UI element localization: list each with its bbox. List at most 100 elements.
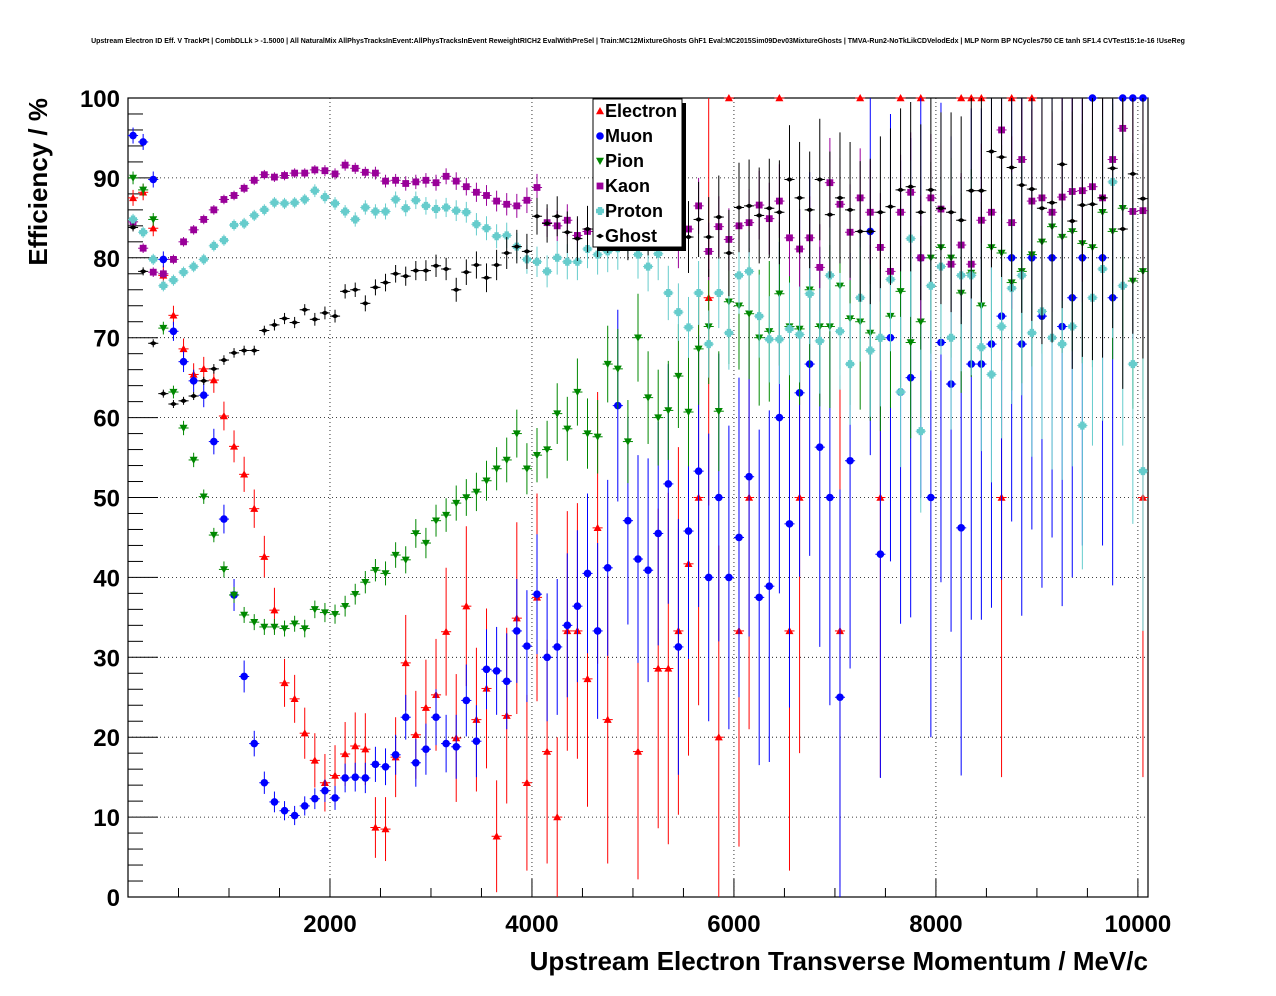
data-point — [169, 327, 178, 336]
data-point — [805, 289, 814, 298]
data-point — [846, 456, 854, 465]
data-point — [876, 209, 885, 215]
data-point — [432, 205, 441, 214]
data-point — [543, 653, 551, 662]
data-point — [492, 667, 501, 675]
data-point — [573, 602, 582, 610]
data-point — [785, 177, 794, 182]
data-point — [169, 311, 178, 319]
data-point — [835, 327, 844, 336]
data-point — [250, 504, 259, 512]
data-point — [351, 287, 360, 293]
data-point — [543, 267, 552, 276]
data-point — [997, 154, 1006, 160]
data-point — [775, 94, 784, 102]
data-point — [250, 739, 259, 748]
y-tick-label: 80 — [93, 246, 120, 273]
data-point — [816, 263, 824, 271]
data-point — [634, 747, 642, 755]
data-point — [310, 186, 319, 195]
data-point — [210, 206, 218, 214]
data-point — [523, 642, 531, 650]
data-point — [310, 316, 319, 322]
data-point — [634, 250, 642, 259]
data-point — [139, 186, 148, 194]
data-point — [553, 213, 562, 219]
data-point — [189, 377, 198, 385]
data-point — [401, 658, 410, 667]
data-point — [199, 378, 208, 384]
data-point — [169, 276, 178, 285]
data-point — [805, 207, 814, 213]
data-point — [240, 219, 249, 228]
data-point — [209, 531, 218, 540]
data-point — [533, 257, 542, 266]
data-point — [159, 270, 167, 278]
legend-label: Ghost — [605, 226, 657, 246]
data-point — [371, 284, 380, 290]
data-point — [674, 643, 683, 651]
data-point — [281, 172, 288, 179]
data-point — [987, 149, 996, 154]
data-point — [462, 494, 471, 502]
data-point — [462, 602, 471, 610]
data-point — [391, 271, 400, 277]
data-point — [462, 183, 470, 191]
data-point — [755, 213, 764, 218]
data-point — [543, 747, 552, 755]
y-tick-label: 10 — [93, 805, 120, 832]
data-point — [382, 177, 389, 185]
data-point — [563, 621, 572, 630]
data-point — [219, 412, 228, 420]
data-point — [230, 591, 239, 599]
data-point — [634, 334, 642, 342]
data-point — [391, 195, 400, 204]
data-point — [361, 300, 370, 306]
data-point — [694, 345, 703, 353]
data-point — [361, 774, 370, 782]
data-point — [513, 627, 521, 635]
data-point — [159, 255, 168, 264]
x-tick-label: 8000 — [909, 911, 962, 938]
data-point — [1037, 205, 1046, 211]
data-point — [391, 551, 400, 560]
data-point — [906, 339, 915, 347]
data-point — [896, 388, 905, 397]
data-point — [401, 204, 410, 213]
data-point — [502, 231, 511, 240]
data-point — [492, 262, 501, 268]
data-point — [331, 199, 340, 208]
data-point — [230, 221, 239, 230]
data-point — [896, 94, 905, 102]
data-point — [331, 170, 339, 178]
data-point — [381, 825, 390, 833]
data-point — [1027, 94, 1036, 102]
data-point — [785, 324, 794, 333]
data-point — [724, 94, 733, 102]
data-point — [371, 823, 380, 831]
data-point — [906, 184, 915, 190]
data-point — [421, 201, 430, 210]
data-point — [169, 401, 178, 407]
data-point — [179, 268, 188, 277]
data-point — [765, 335, 774, 344]
data-point — [129, 193, 138, 202]
data-point — [180, 238, 187, 246]
data-point — [603, 360, 612, 369]
data-point — [290, 198, 299, 207]
data-point — [260, 205, 269, 214]
data-point — [846, 207, 855, 213]
data-point — [483, 192, 490, 199]
data-point — [664, 407, 673, 415]
data-point — [421, 703, 430, 711]
data-point — [543, 446, 552, 454]
data-point — [533, 213, 542, 219]
y-tick-label: 60 — [93, 406, 120, 433]
data-point — [452, 499, 461, 508]
data-point — [755, 312, 764, 321]
x-tick-label: 6000 — [707, 911, 760, 938]
data-point — [129, 215, 138, 224]
data-point — [351, 590, 360, 599]
data-point — [219, 357, 228, 363]
data-point — [170, 255, 177, 263]
